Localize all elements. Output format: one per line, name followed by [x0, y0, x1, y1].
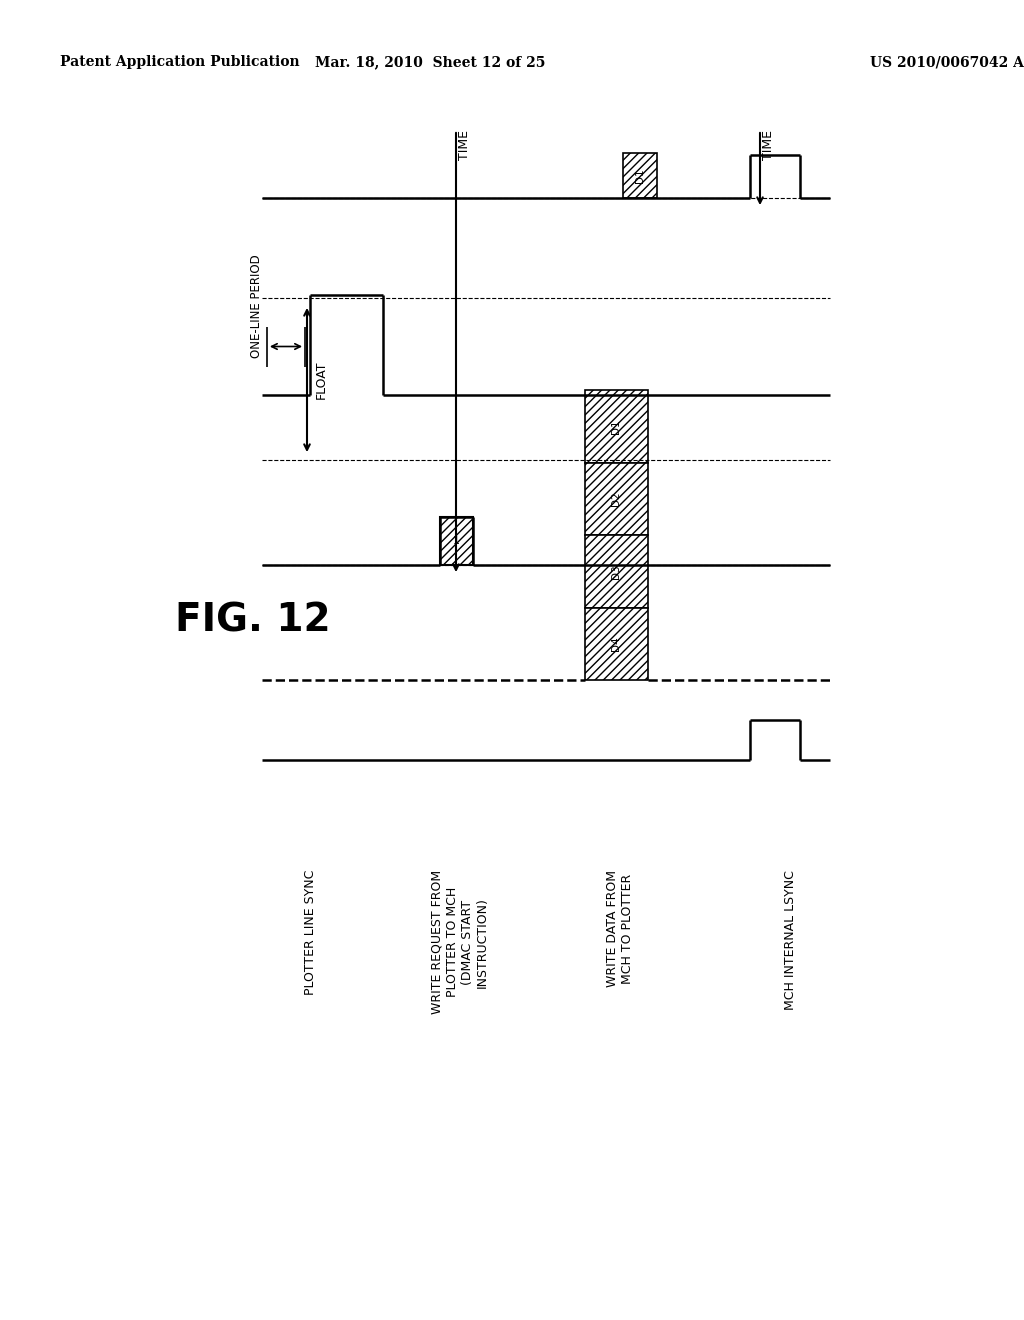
Text: 1: 1 [453, 536, 460, 546]
Text: FLOAT: FLOAT [315, 360, 328, 399]
Text: FIG. 12: FIG. 12 [175, 601, 331, 639]
Text: US 2010/0067042 A1: US 2010/0067042 A1 [870, 55, 1024, 69]
Bar [585, 389, 648, 462]
Text: D3: D3 [611, 564, 622, 578]
Text: D1: D1 [611, 418, 622, 433]
Text: WRITE REQUEST FROM
PLOTTER TO MCH
(DMAC START
INSTRUCTION): WRITE REQUEST FROM PLOTTER TO MCH (DMAC … [431, 870, 489, 1014]
Text: TIME: TIME [762, 129, 775, 160]
Text: Patent Application Publication: Patent Application Publication [60, 55, 300, 69]
Text: MCH INTERNAL LSYNC: MCH INTERNAL LSYNC [783, 870, 797, 1010]
Text: PLOTTER LINE SYNC: PLOTTER LINE SYNC [303, 870, 316, 995]
Bar [623, 153, 657, 198]
Bar [585, 462, 648, 535]
Bar [440, 517, 473, 565]
Bar [585, 535, 648, 607]
Text: D4: D4 [611, 636, 622, 651]
Text: TIME: TIME [458, 129, 471, 160]
Text: D1: D1 [635, 168, 645, 182]
Text: ONE-LINE PERIOD: ONE-LINE PERIOD [250, 255, 262, 358]
Text: WRITE DATA FROM
MCH TO PLOTTER: WRITE DATA FROM MCH TO PLOTTER [606, 870, 634, 987]
Text: Mar. 18, 2010  Sheet 12 of 25: Mar. 18, 2010 Sheet 12 of 25 [314, 55, 545, 69]
Bar [585, 607, 648, 680]
Text: D2: D2 [611, 491, 622, 506]
